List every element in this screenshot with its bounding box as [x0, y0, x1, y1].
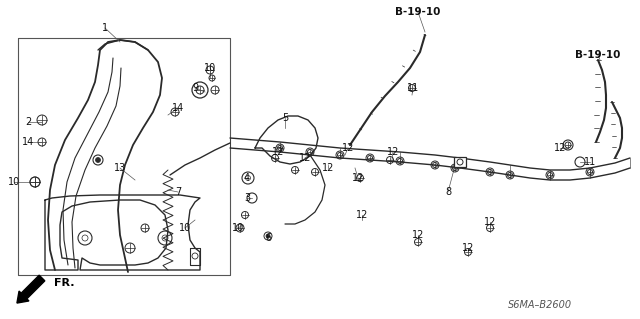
Text: B-19-10: B-19-10 [575, 50, 621, 60]
Text: 13: 13 [114, 163, 126, 173]
Circle shape [266, 234, 270, 238]
Text: 2: 2 [25, 117, 31, 127]
Text: 5: 5 [282, 113, 288, 123]
Text: 12: 12 [299, 153, 311, 163]
Text: 11: 11 [407, 83, 419, 93]
Text: B-19-10: B-19-10 [396, 7, 441, 17]
Text: 4: 4 [244, 173, 250, 183]
Text: 1: 1 [102, 23, 108, 33]
Text: 3: 3 [244, 193, 250, 203]
Text: 12: 12 [352, 173, 364, 183]
Text: 10: 10 [232, 223, 244, 233]
Text: 12: 12 [356, 210, 368, 220]
Text: 12: 12 [342, 143, 354, 153]
Text: 9: 9 [192, 83, 198, 93]
Text: 12: 12 [484, 217, 496, 227]
Text: 8: 8 [445, 187, 451, 197]
Text: 12: 12 [322, 163, 334, 173]
Circle shape [95, 158, 100, 162]
Text: 12: 12 [272, 147, 284, 157]
FancyArrow shape [17, 275, 45, 303]
Text: FR.: FR. [54, 278, 74, 288]
Text: 12: 12 [412, 230, 424, 240]
Text: 6: 6 [265, 233, 271, 243]
Text: 12: 12 [387, 147, 399, 157]
Bar [454, 157, 466, 167]
Text: 10: 10 [179, 223, 191, 233]
Text: 14: 14 [172, 103, 184, 113]
Text: 10: 10 [8, 177, 20, 187]
Text: 14: 14 [22, 137, 34, 147]
Text: 10: 10 [204, 63, 216, 73]
Text: S6MA–B2600: S6MA–B2600 [508, 300, 572, 310]
Text: 12: 12 [554, 143, 566, 153]
Text: 12: 12 [462, 243, 474, 253]
Text: 7: 7 [175, 187, 181, 197]
Text: 11: 11 [584, 157, 596, 167]
